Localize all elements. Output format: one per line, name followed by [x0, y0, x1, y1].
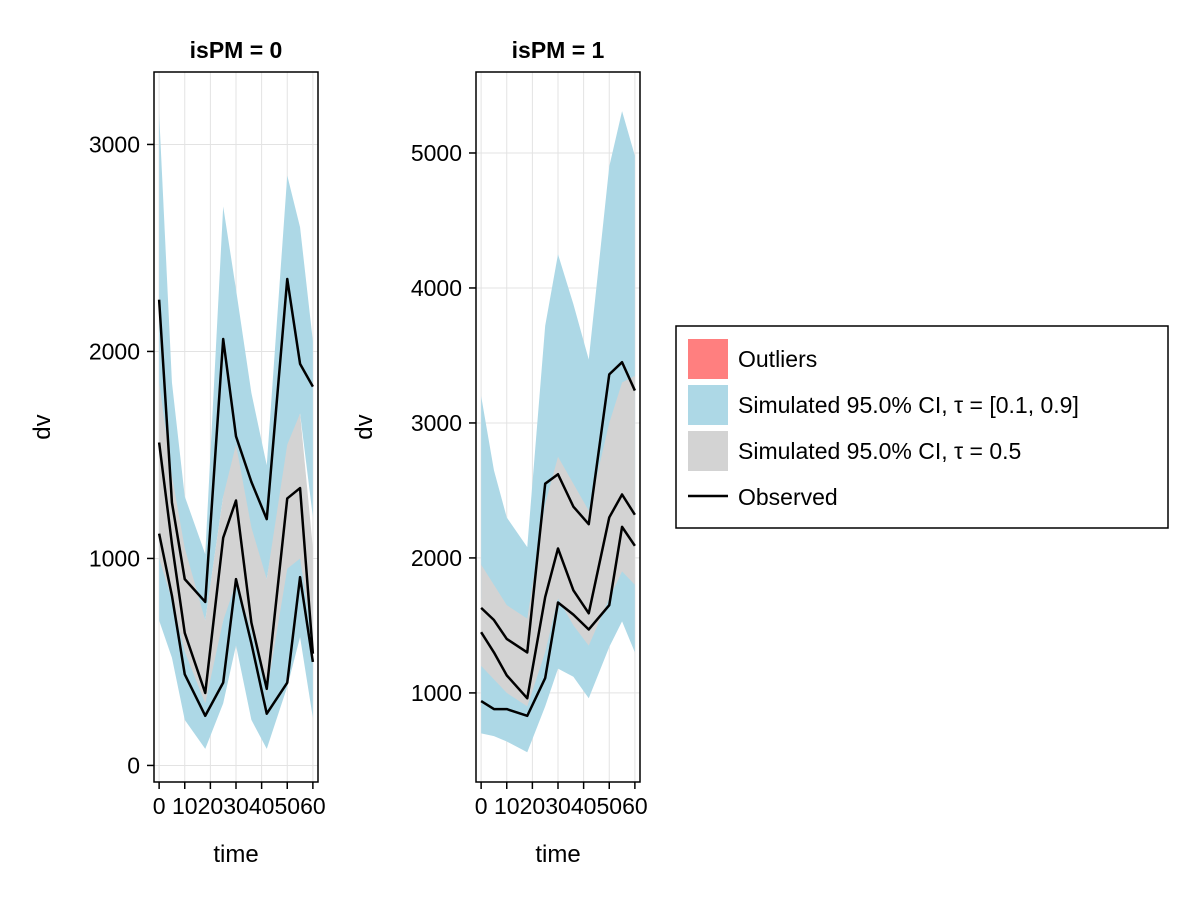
plot-area	[480, 111, 637, 753]
x-tick-label: 0	[153, 793, 166, 819]
x-tick-label: 10	[494, 793, 520, 819]
y-tick-label: 2000	[411, 545, 462, 571]
legend-label-ci-outer: Simulated 95.0% CI, τ = [0.1, 0.9]	[738, 392, 1079, 418]
observed-line	[157, 277, 314, 604]
x-tick-label: 50	[596, 793, 622, 819]
y-tick-label: 3000	[89, 131, 140, 157]
x-tick-label: 30	[223, 793, 249, 819]
y-tick-label: 4000	[411, 275, 462, 301]
x-tick-label: 20	[198, 793, 224, 819]
ci-band-median	[481, 375, 635, 707]
x-axis-label: time	[213, 841, 258, 868]
panel-title: isPM = 0	[190, 37, 283, 63]
observed-line	[157, 442, 315, 695]
legend-swatch-outliers	[688, 339, 728, 379]
x-tick-label: 60	[300, 793, 326, 819]
legend-label-outliers: Outliers	[738, 346, 817, 372]
panel-ispm-1: 0 10 20 30 40 50 60 1000 2000 3000 4000 5000 isPM = …	[351, 37, 648, 868]
x-tick-label: 60	[622, 793, 648, 819]
legend-swatch-ci-median	[688, 431, 728, 471]
y-tick-label: 3000	[411, 410, 462, 436]
observed-line	[480, 525, 636, 718]
y-tick-label: 5000	[411, 140, 462, 166]
legend-box	[675, 325, 1169, 529]
x-tick-label: 40	[249, 793, 275, 819]
x-tick-label: 40	[571, 793, 597, 819]
observed-line	[480, 493, 636, 700]
y-tick-label: 2000	[89, 338, 140, 364]
x-tick-label: 30	[545, 793, 571, 819]
x-tick-label: 0	[475, 793, 488, 819]
legend-swatch-ci-outer	[688, 385, 728, 425]
ci-band-lower	[159, 506, 313, 749]
y-tick-label: 1000	[89, 545, 140, 571]
y-tick-label: 0	[127, 752, 140, 778]
y-axis-label: dv	[29, 414, 56, 439]
legend-label-ci-median: Simulated 95.0% CI, τ = 0.5	[738, 438, 1021, 464]
plot-area	[157, 113, 315, 749]
ci-band-upper	[159, 113, 313, 621]
ci-band-lower	[481, 557, 635, 753]
legend-label-observed: Observed	[738, 484, 838, 510]
panel-title: isPM = 1	[512, 37, 605, 63]
x-tick-label: 20	[520, 793, 546, 819]
legend: Outliers Simulated 95.0% CI, τ = [0.1, 0…	[675, 325, 1169, 529]
observed-line	[480, 360, 637, 654]
y-tick-label: 1000	[411, 680, 462, 706]
observed-line	[157, 533, 315, 718]
x-axis-label: time	[535, 841, 580, 868]
x-tick-label: 50	[274, 793, 300, 819]
y-axis-label: dv	[351, 414, 378, 439]
x-tick-label: 10	[172, 793, 198, 819]
